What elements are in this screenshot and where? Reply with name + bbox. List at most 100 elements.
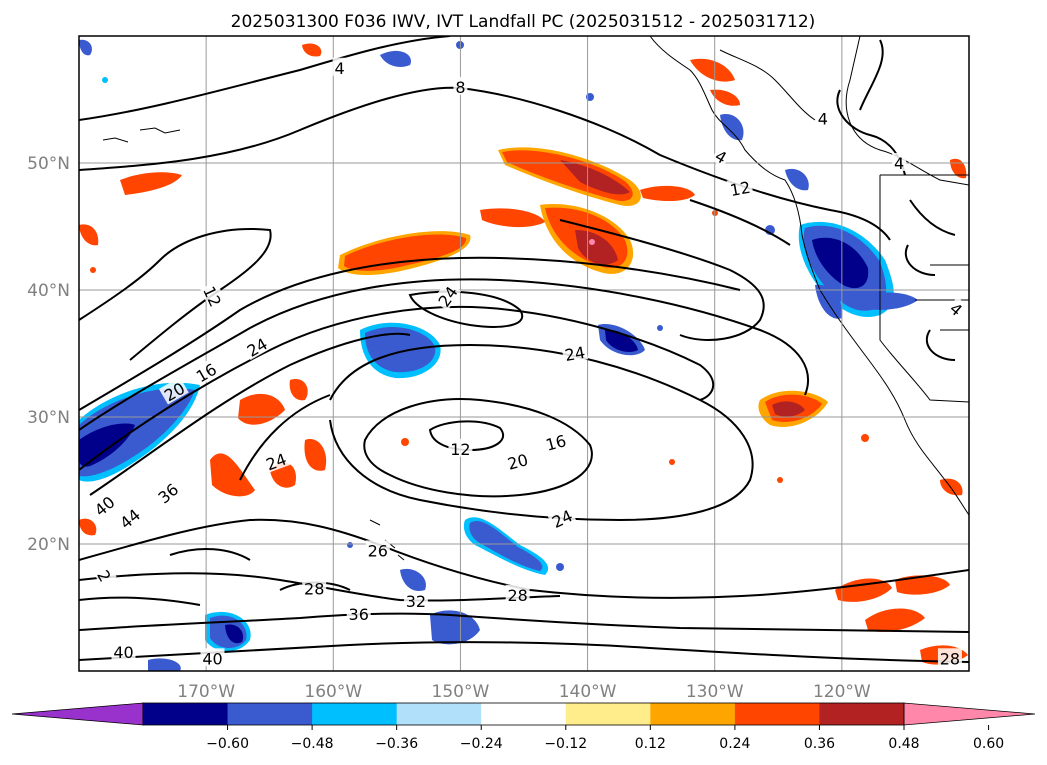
colorbar-tick-label: 0.48 (888, 736, 919, 752)
contour-label-bg (503, 448, 532, 473)
contour-label-bg (261, 447, 291, 474)
contour-label-bg (453, 76, 468, 95)
colorbar-tick-label: −0.12 (544, 736, 587, 752)
contour-label-bg (114, 503, 145, 533)
contour-label-bg (241, 332, 272, 361)
contour-label-bg (332, 57, 347, 76)
contour-label-text: 28 (940, 649, 960, 668)
contour-label-text: 24 (563, 343, 586, 365)
colorbar-tick-label: −0.60 (206, 736, 249, 752)
contour-label-bg (403, 591, 428, 610)
contour-label: 2 (93, 564, 117, 586)
contour-label: 4 (815, 108, 830, 129)
map-frame (78, 35, 970, 672)
x-tick-label: 170°W (177, 682, 235, 702)
colorbar-segment (481, 703, 567, 725)
contour-label-bg (815, 108, 830, 127)
contour-label-bg (111, 641, 136, 660)
contour-label: 40 (200, 648, 225, 668)
contour-label-bg (726, 176, 754, 199)
x-tick-label: 150°W (432, 682, 490, 702)
colorbar-ticks: −0.60 −0.48 −0.36 −0.24 −0.12 0.12 0.24 0.36 0.4… (206, 725, 1004, 752)
contour-label: 4 (332, 57, 347, 78)
coastlines (102, 36, 969, 561)
colorbar-segment (819, 703, 905, 725)
contour-label: 40 (111, 641, 136, 662)
contour-label-bg (541, 429, 570, 454)
contour-label-text: 4 (335, 59, 345, 78)
y-tick-label: 30°N (27, 408, 70, 428)
contour-label: 36 (346, 603, 371, 624)
contour-label-bg (200, 281, 227, 311)
y-tick-label: 40°N (27, 281, 70, 301)
contour-label-text: 8 (455, 78, 465, 97)
contour-label: 16 (541, 429, 570, 455)
colorbar-tick-label: −0.24 (460, 736, 503, 752)
contour-label-text: 28 (507, 586, 527, 605)
colorbar-tick-label: −0.36 (375, 736, 418, 752)
colorbar-tick-label: 0.36 (804, 736, 835, 752)
contour-label-text: 32 (406, 592, 426, 611)
contour-label-text: 4 (818, 110, 828, 129)
colorbar-segment (396, 703, 482, 725)
colorbar-segment (565, 703, 651, 725)
colorbar-segments (143, 703, 905, 725)
contour-label-text: 28 (304, 579, 324, 598)
contour-label-text: 36 (349, 605, 369, 624)
contour-label-bg (505, 584, 530, 603)
contour-label: 20 (503, 448, 532, 474)
x-tick-label: 140°W (559, 682, 617, 702)
contour-label-text: 16 (544, 431, 569, 455)
gridlines (79, 36, 969, 671)
colorbar-tick-label: 0.12 (635, 736, 666, 752)
contour-label-bg (892, 153, 907, 171)
colorbar: −0.60 −0.48 −0.36 −0.24 −0.12 0.12 0.24 0.36 0.4… (11, 702, 1036, 752)
contour-label-bg (200, 648, 225, 667)
contour-label: 12 (448, 438, 473, 459)
contour-label-bg (158, 376, 189, 405)
contour-label-bg (432, 280, 462, 311)
contour-label: 28 (505, 584, 530, 605)
contour-label-bg (365, 540, 390, 559)
x-tick-label: 160°W (304, 682, 362, 702)
contour-label-bg (448, 438, 473, 457)
axis-ticks: 170°W 160°W 150°W 140°W 130°W 120°W 20°N 30°N 40… (27, 154, 871, 702)
contour-label: 28 (302, 578, 327, 598)
colorbar-tick-label: −0.48 (291, 736, 334, 752)
contour-label-bg (945, 296, 969, 320)
x-tick-label: 120°W (813, 682, 871, 702)
colorbar-segment (227, 703, 313, 725)
contour-label: 8 (453, 76, 468, 97)
contour-label-bg (711, 144, 733, 168)
contour-label-bg (547, 504, 577, 531)
contour-label-text: 12 (729, 178, 752, 200)
colorbar-segment (650, 703, 736, 725)
y-tick-label: 20°N (27, 535, 70, 555)
colorbar-segment (734, 703, 820, 725)
colorbar-segment (312, 703, 398, 725)
contour-label-bg (94, 564, 117, 586)
contour-label-text: 4 (894, 154, 904, 173)
contour-label-bg (937, 648, 962, 667)
contour-label-bg (88, 490, 119, 520)
y-tick-label: 50°N (27, 154, 70, 174)
contour-label: 32 (403, 591, 428, 611)
contour-label-bg (152, 477, 183, 508)
contour-label-bg (561, 341, 589, 364)
contour-label-bg (346, 603, 371, 622)
colorbar-frame (142, 702, 905, 726)
colorbar-extend-low (11, 702, 144, 726)
x-tick-label: 130°W (686, 682, 744, 702)
colorbar-extend-high (903, 702, 1036, 726)
contour-label-text: 40 (202, 649, 222, 668)
contour-label-text: 12 (450, 440, 470, 459)
contour-label-text: 20 (505, 450, 530, 474)
contour-label: 12 (726, 176, 754, 200)
colorbar-tick-label: 0.24 (719, 736, 750, 752)
contour-label: 4 (892, 153, 907, 173)
contour-label: 24 (561, 341, 589, 365)
contour-label-text: 40 (113, 643, 133, 662)
